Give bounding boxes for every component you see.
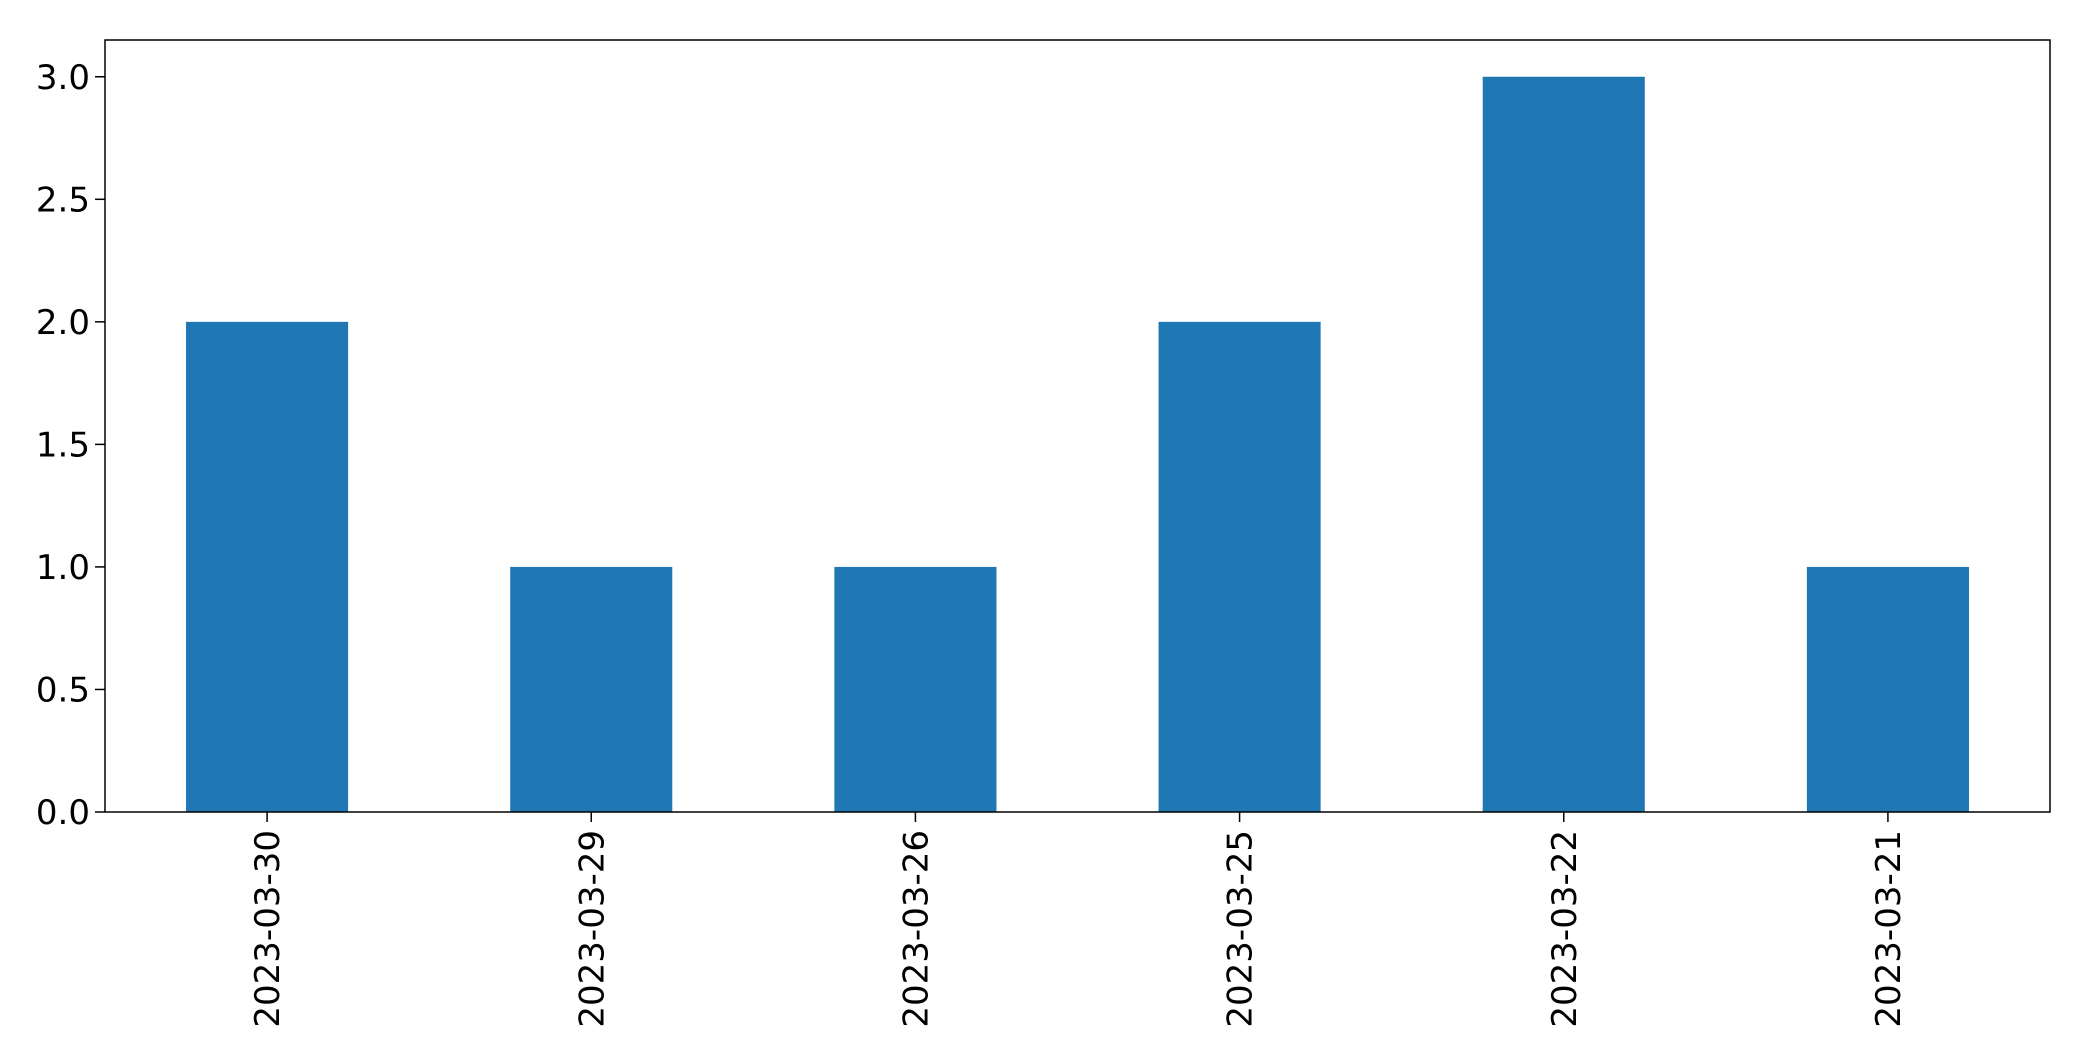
y-axis: 0.0 0.5 1.0 1.5 2.0 2.5 3.0 (36, 58, 105, 833)
y-tick-label: 1.0 (36, 548, 90, 588)
x-tick-label: 2023-03-30 (248, 830, 288, 1028)
y-tick-label: 1.5 (36, 425, 90, 465)
bar-2023-03-21 (1806, 566, 1969, 812)
y-tick-label: 2.5 (36, 180, 90, 220)
y-tick-label: 3.0 (36, 58, 90, 98)
x-axis: 2023-03-30 2023-03-29 2023-03-26 2023-03-25… (248, 812, 1909, 1028)
bar-2023-03-26 (834, 566, 997, 812)
x-tick-label: 2023-03-26 (896, 830, 936, 1028)
x-tick-label: 2023-03-22 (1545, 830, 1585, 1028)
y-tick-label: 0.0 (36, 793, 90, 833)
bars-group (186, 76, 1969, 812)
y-tick-label: 0.5 (36, 670, 90, 710)
x-tick-label: 2023-03-25 (1221, 830, 1261, 1028)
bar-2023-03-22 (1482, 76, 1645, 812)
bar-2023-03-29 (510, 566, 673, 812)
x-tick-label: 2023-03-29 (572, 830, 612, 1028)
bar-2023-03-25 (1158, 321, 1321, 812)
x-tick-label: 2023-03-21 (1869, 830, 1909, 1028)
bar-2023-03-30 (186, 321, 349, 812)
plot-frame (104, 39, 2051, 813)
y-tick-label: 2.0 (36, 303, 90, 343)
